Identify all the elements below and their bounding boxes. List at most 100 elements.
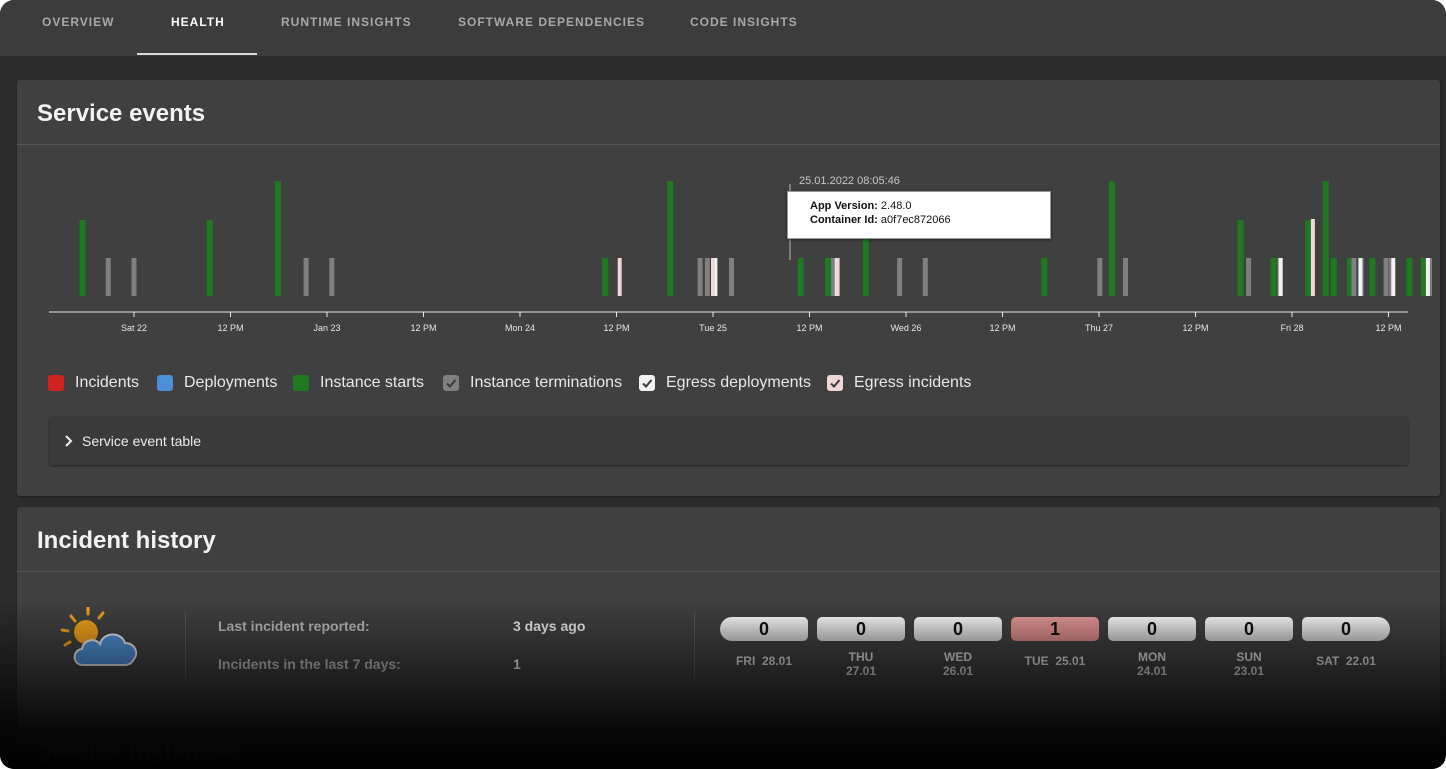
tab-runtime-insights[interactable]: RUNTIME INSIGHTS bbox=[281, 15, 412, 29]
x-axis-tick-label: 12 PM bbox=[989, 323, 1015, 333]
event-bar-instance-starts[interactable] bbox=[797, 258, 804, 296]
event-bar-instance-starts[interactable] bbox=[1346, 258, 1353, 296]
legend-instance-starts[interactable]: Instance starts bbox=[293, 372, 424, 394]
day-count: 0 bbox=[817, 617, 905, 641]
day-count: 0 bbox=[720, 617, 808, 641]
legend-egress-incidents[interactable]: Egress incidents bbox=[827, 372, 971, 394]
event-bar-instance-terminations[interactable] bbox=[697, 258, 703, 296]
event-bar-instance-terminations[interactable] bbox=[1383, 258, 1389, 296]
x-axis-tick-label: Mon 24 bbox=[505, 323, 535, 333]
tab-code-insights[interactable]: CODE INSIGHTS bbox=[690, 15, 798, 29]
event-bar-instance-terminations[interactable] bbox=[1351, 258, 1357, 296]
card-divider bbox=[17, 571, 1440, 572]
event-bar-instance-starts[interactable] bbox=[1330, 258, 1337, 296]
tab-overview[interactable]: OVERVIEW bbox=[42, 15, 115, 29]
event-bar-instance-terminations[interactable] bbox=[729, 258, 734, 296]
event-bar-egress-incidents[interactable] bbox=[617, 258, 622, 296]
day-name: FRI bbox=[735, 654, 756, 668]
tab-health[interactable]: HEALTH bbox=[171, 15, 225, 29]
event-bar-egress-deployments[interactable] bbox=[1278, 258, 1283, 296]
event-bar-instance-terminations[interactable] bbox=[329, 258, 335, 296]
x-axis-tick-label: Fri 28 bbox=[1280, 323, 1303, 333]
x-axis-tick-label: Tue 25 bbox=[699, 323, 727, 333]
service-event-table-label: Service event table bbox=[82, 433, 202, 449]
event-bar-instance-terminations[interactable] bbox=[1097, 258, 1103, 296]
x-axis-tick-label: Jan 23 bbox=[313, 323, 340, 333]
day-name: WED bbox=[944, 650, 972, 664]
event-bar-instance-starts[interactable] bbox=[274, 181, 281, 296]
legend-instance-terminations[interactable]: Instance terminations bbox=[443, 372, 622, 394]
legend-deployments[interactable]: Deployments bbox=[157, 372, 277, 394]
event-bar-instance-terminations[interactable] bbox=[105, 258, 111, 296]
event-bar-instance-terminations[interactable] bbox=[922, 258, 928, 296]
event-bar-egress-deployments[interactable] bbox=[1425, 258, 1430, 296]
event-bar-instance-starts[interactable] bbox=[1406, 258, 1413, 296]
event-bar-instance-terminations[interactable] bbox=[1123, 258, 1128, 296]
x-axis-tick-label: 12 PM bbox=[410, 323, 436, 333]
legend-incidents[interactable]: Incidents bbox=[48, 372, 139, 394]
day-thursday[interactable]: 0 THU 27.01 bbox=[817, 617, 905, 678]
event-bar-egress-incidents[interactable] bbox=[711, 258, 715, 296]
day-count: 0 bbox=[1302, 617, 1390, 641]
event-bar-instance-starts[interactable] bbox=[1270, 258, 1277, 296]
event-bar-instance-starts[interactable] bbox=[206, 220, 213, 296]
event-bar-instance-terminations[interactable] bbox=[1246, 258, 1252, 296]
day-date: 26.01 bbox=[942, 664, 974, 678]
day-sunday[interactable]: 0 SUN 23.01 bbox=[1205, 617, 1293, 678]
x-axis-tick-label: 12 PM bbox=[1375, 323, 1401, 333]
event-bar-egress-deployments[interactable] bbox=[1358, 258, 1363, 296]
event-bar-instance-starts[interactable] bbox=[825, 258, 831, 296]
service-events-card: Service events Sat 22 12 PM Jan 23 12 PM Mon… bbox=[17, 80, 1440, 496]
day-wednesday[interactable]: 0 WED 26.01 bbox=[914, 617, 1002, 678]
checkmark-icon bbox=[446, 379, 457, 388]
event-bar-egress-deployments[interactable] bbox=[1391, 258, 1396, 296]
tab-bar: OVERVIEW HEALTH RUNTIME INSIGHTS SOFTWAR… bbox=[0, 0, 1446, 57]
day-friday[interactable]: 0 FRI 28.01 bbox=[720, 617, 808, 668]
day-name: TUE bbox=[1024, 654, 1049, 668]
event-bar-instance-terminations[interactable] bbox=[897, 258, 903, 296]
legend-deployments-swatch bbox=[157, 375, 173, 391]
day-name: MON bbox=[1138, 650, 1166, 664]
event-bar-instance-starts[interactable] bbox=[1108, 181, 1115, 296]
active-tab-indicator bbox=[137, 53, 257, 55]
event-bar-instance-starts[interactable] bbox=[667, 181, 674, 296]
event-bar-egress-incidents[interactable] bbox=[1310, 219, 1315, 296]
service-instances-card: Service instances bbox=[17, 722, 1440, 769]
last-incident-label: Last incident reported: bbox=[218, 618, 370, 634]
x-axis-tick-label: 12 PM bbox=[603, 323, 629, 333]
x-axis-tick-label: Thu 27 bbox=[1085, 323, 1113, 333]
service-event-table-toggle[interactable]: Service event table bbox=[49, 417, 1408, 465]
x-axis-tick-label: 12 PM bbox=[796, 323, 822, 333]
day-saturday[interactable]: 0 SAT 22.01 bbox=[1302, 617, 1390, 668]
event-bar-instance-terminations[interactable] bbox=[831, 258, 837, 296]
event-bar-instance-terminations[interactable] bbox=[131, 258, 137, 296]
x-axis-tick-label: Wed 26 bbox=[891, 323, 922, 333]
event-bar-instance-starts[interactable] bbox=[862, 219, 869, 296]
service-events-title: Service events bbox=[37, 100, 206, 127]
event-bar-instance-starts[interactable] bbox=[602, 258, 609, 296]
legend-egress-deployments[interactable]: Egress deployments bbox=[639, 372, 811, 394]
day-tuesday[interactable]: 1 TUE 25.01 bbox=[1011, 617, 1099, 668]
legend-label: Instance starts bbox=[320, 374, 425, 391]
event-bar-instance-starts[interactable] bbox=[1322, 181, 1329, 296]
tab-software-dependencies[interactable]: SOFTWARE DEPENDENCIES bbox=[458, 15, 646, 29]
event-tooltip: App Version: 2.48.0 Container Id: a0f7ec… bbox=[787, 191, 1051, 239]
event-bar-egress-deployments[interactable] bbox=[713, 258, 718, 296]
event-bar-instance-terminations[interactable] bbox=[704, 258, 710, 296]
day-label: TUE 25.01 bbox=[1011, 654, 1099, 668]
x-axis-tick-label: 12 PM bbox=[1182, 323, 1208, 333]
day-monday[interactable]: 0 MON 24.01 bbox=[1108, 617, 1196, 678]
event-bar-instance-starts[interactable] bbox=[1237, 220, 1244, 296]
event-bar-instance-starts[interactable] bbox=[1305, 220, 1312, 296]
x-axis-tick-label: Sat 22 bbox=[121, 323, 147, 333]
event-bar-instance-starts[interactable] bbox=[1041, 258, 1048, 296]
service-events-chart: Sat 22 12 PM Jan 23 12 PM Mon 24 12 PM Tue 25 1… bbox=[49, 181, 1432, 333]
event-bar-instance-terminations[interactable] bbox=[303, 258, 309, 296]
event-bar-instance-starts[interactable] bbox=[1420, 258, 1427, 296]
event-bar-instance-starts[interactable] bbox=[1369, 258, 1376, 296]
partly-cloudy-icon bbox=[60, 607, 138, 666]
event-bar-instance-starts[interactable] bbox=[79, 220, 86, 296]
legend-label: Incidents bbox=[75, 374, 140, 391]
event-bar-egress-incidents[interactable] bbox=[835, 258, 840, 296]
